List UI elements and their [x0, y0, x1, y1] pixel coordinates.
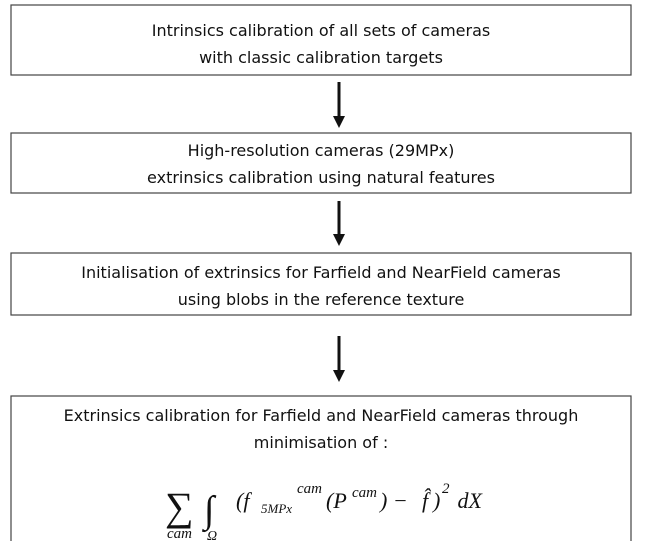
- step-box: [10, 4, 632, 76]
- step-text: extrinsics calibration using natural fea…: [147, 168, 495, 187]
- step-text: High-resolution cameras (29MPx): [188, 141, 455, 160]
- formula-part: ): [431, 488, 440, 513]
- step-box: [10, 132, 632, 194]
- formula-part: (f: [236, 488, 252, 513]
- formula-part: ∑: [165, 484, 194, 529]
- formula-part: 2: [442, 481, 450, 497]
- formula: ∑ cam ∫ Ω (f 5MPx cam (P cam ) − f̂ ) 2 …: [165, 481, 484, 541]
- step-text: Extrinsics calibration for Farfield and …: [64, 406, 579, 425]
- step-text: using blobs in the reference texture: [178, 290, 465, 309]
- step-text: Initialisation of extrinsics for Farfiel…: [81, 263, 561, 282]
- formula-part: cam: [352, 485, 377, 501]
- formula-part: cam: [297, 481, 322, 497]
- formula-part: f̂: [422, 488, 432, 513]
- formula-part: ) −: [378, 488, 408, 513]
- formula-part: (P: [326, 488, 347, 513]
- formula-part: dX: [452, 488, 484, 513]
- step-text: with classic calibration targets: [199, 48, 443, 67]
- step-text: minimisation of :: [254, 433, 388, 452]
- formula-part: Ω: [207, 529, 217, 541]
- arrow: [333, 82, 345, 382]
- step-box: [10, 252, 632, 316]
- formula-part: cam: [167, 526, 192, 541]
- step-box: [10, 395, 632, 541]
- step-text: Intrinsics calibration of all sets of ca…: [152, 21, 490, 40]
- formula-part: 5MPx: [261, 501, 292, 516]
- formula-part: ∫: [202, 489, 217, 533]
